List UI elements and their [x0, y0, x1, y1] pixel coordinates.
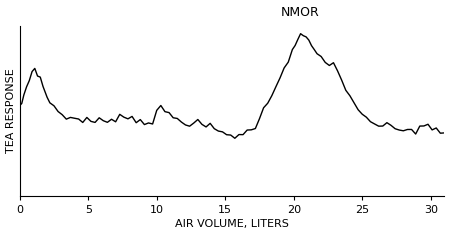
- Y-axis label: TEA RESPONSE: TEA RESPONSE: [5, 69, 16, 153]
- Text: NMOR: NMOR: [281, 6, 320, 19]
- X-axis label: AIR VOLUME, LITERS: AIR VOLUME, LITERS: [175, 219, 289, 229]
